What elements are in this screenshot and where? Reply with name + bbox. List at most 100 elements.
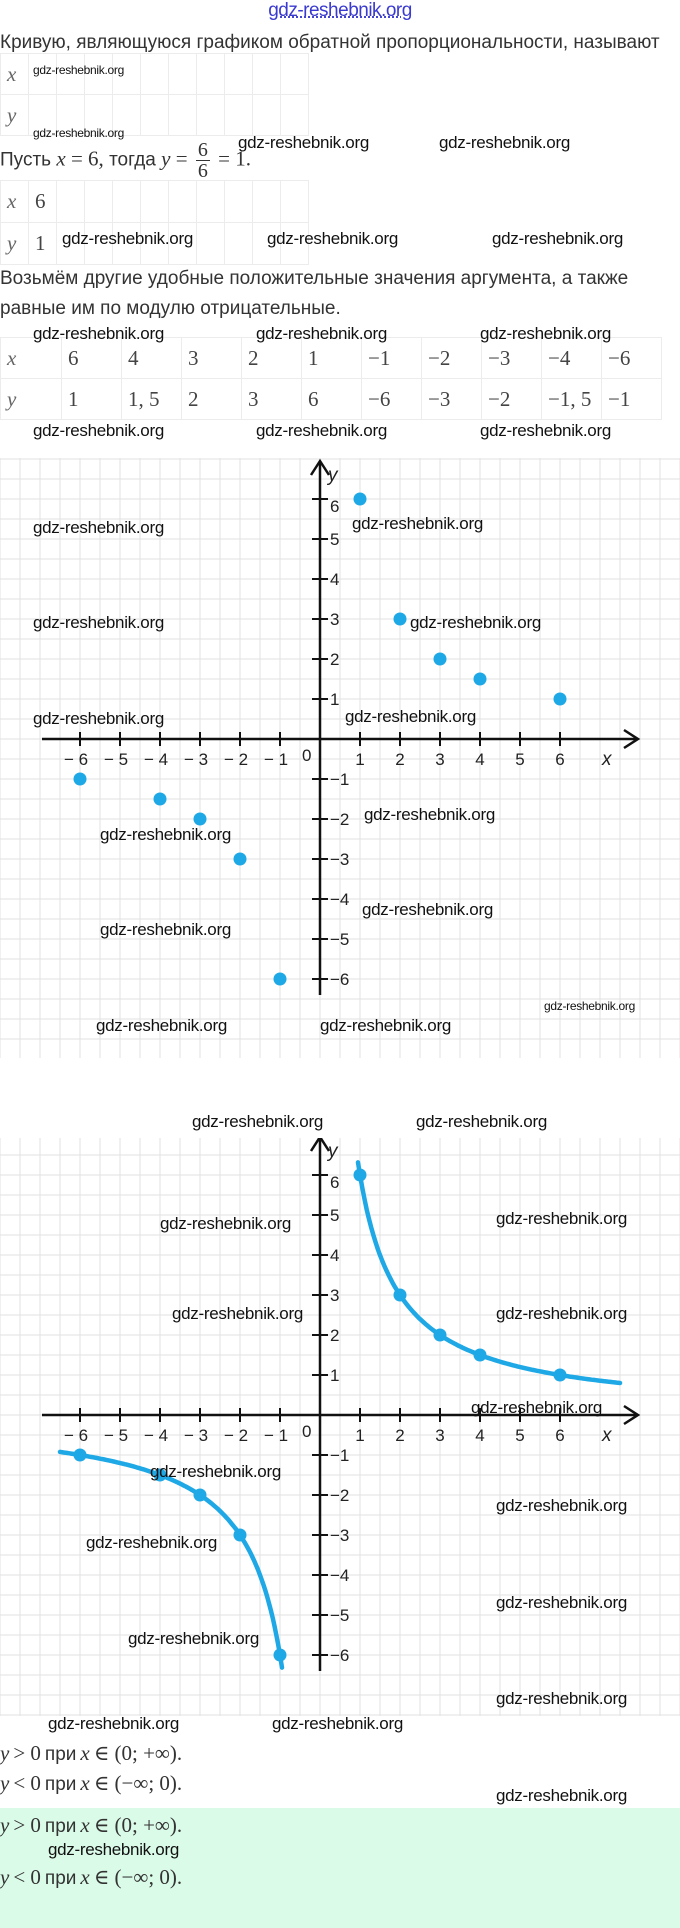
watermark: gdz-reshebnik.org: [160, 1214, 291, 1233]
conclusion-set: ∈ (−∞; 0).: [93, 1865, 183, 1889]
watermark: gdz-reshebnik.org: [33, 421, 164, 440]
watermark: gdz-reshebnik.org: [33, 709, 164, 728]
table-cell: [140, 53, 169, 95]
y-tick-label: 4: [330, 570, 339, 589]
table-cell: [168, 222, 197, 265]
watermark: gdz-reshebnik.org: [33, 324, 164, 343]
paragraph-line-2: равные им по модулю отрицательные.: [0, 298, 341, 319]
table-cell: [280, 94, 309, 136]
watermark: gdz-reshebnik.org: [267, 229, 398, 248]
watermark: gdz-reshebnik.org: [96, 1016, 227, 1035]
table-cell: 1: [301, 337, 362, 379]
origin-label: 0: [302, 746, 311, 765]
watermark: gdz-reshebnik.org: [33, 518, 164, 537]
table-cell: 2: [241, 337, 302, 379]
conclusion-var: y: [0, 1771, 10, 1795]
eq1: = 6,: [70, 146, 104, 171]
x-axis-arrow: [623, 728, 641, 750]
table-cell: [252, 94, 281, 136]
y-axis-arrow: [309, 458, 331, 476]
table-cell: −3: [421, 378, 482, 420]
y-tick-label: −2: [330, 1486, 349, 1505]
conclusion-word: при: [44, 1868, 77, 1889]
data-point: [273, 972, 287, 986]
y-tick-label: 3: [330, 1286, 339, 1305]
watermark: gdz-reshebnik.org: [33, 63, 124, 77]
x-tick-label: − 1: [264, 1426, 288, 1445]
y-axis-arrow: [309, 1138, 331, 1152]
table-cell: 1, 5: [121, 378, 182, 420]
table-cell: −3: [481, 337, 542, 379]
conclusion-var: y: [0, 1865, 10, 1889]
watermark: gdz-reshebnik.org: [364, 805, 495, 824]
watermark: gdz-reshebnik.org: [492, 229, 623, 248]
denominator: 6: [197, 160, 208, 182]
table-row-y: y: [0, 94, 309, 136]
table-cell: [28, 94, 57, 136]
conclusion-rel: < 0: [13, 1865, 41, 1889]
y-tick-label: 5: [330, 530, 339, 549]
x-tick-label: 1: [355, 1426, 364, 1445]
table-cell: 1: [28, 222, 57, 265]
table-cell: 6: [28, 180, 57, 223]
watermark: gdz-reshebnik.org: [256, 324, 387, 343]
example-then: тогда: [109, 149, 156, 171]
table-cell: −4: [541, 337, 602, 379]
data-point: [393, 612, 407, 626]
table-cell: [280, 53, 309, 95]
conclusion-set: ∈ (0; +∞).: [93, 1741, 183, 1765]
x-tick-label: 5: [515, 750, 524, 769]
conclusion-highlighted-0: y > 0 при x ∈ (0; +∞).: [0, 1814, 186, 1838]
watermark: gdz-reshebnik.org: [362, 900, 493, 919]
data-point: [433, 1328, 447, 1342]
y-tick-label: −3: [330, 1526, 349, 1545]
y-tick-label: 5: [330, 1206, 339, 1225]
table-cell: −2: [481, 378, 542, 420]
data-point: [193, 1488, 207, 1502]
y-axis-label: y: [326, 465, 339, 486]
table-cell: [252, 53, 281, 95]
data-point: [393, 1288, 407, 1302]
conclusion-var2: x: [80, 1813, 90, 1837]
y-tick-label: 6: [330, 1173, 339, 1192]
data-point: [473, 1348, 487, 1362]
x-axis-label: x: [601, 749, 613, 770]
conclusion-rel: > 0: [13, 1741, 41, 1765]
watermark: gdz-reshebnik.org: [496, 1304, 627, 1323]
x-tick-label: 6: [555, 1426, 564, 1445]
table-cell: [112, 222, 141, 265]
watermark: gdz-reshebnik.org: [86, 1533, 217, 1552]
y-axis-label: y: [326, 1141, 339, 1162]
x-tick-label: − 6: [64, 750, 88, 769]
data-point: [273, 1648, 287, 1662]
watermark: gdz-reshebnik.org: [33, 126, 124, 140]
y-tick-label: −6: [330, 970, 349, 989]
table-cell: [196, 94, 225, 136]
site-header-watermark[interactable]: gdz-reshebnik.org: [268, 0, 412, 21]
watermark: gdz-reshebnik.org: [496, 1593, 627, 1612]
row-label-y: y: [0, 94, 29, 136]
conclusion-plain-1: y < 0 при x ∈ (−∞; 0).: [0, 1772, 186, 1796]
watermark: gdz-reshebnik.org: [172, 1304, 303, 1323]
table-cell: −6: [361, 378, 422, 420]
watermark: gdz-reshebnik.org: [352, 514, 483, 533]
table-cell: [224, 94, 253, 136]
y-tick-label: −4: [330, 890, 349, 909]
table-cell: 3: [241, 378, 302, 420]
watermark: gdz-reshebnik.org: [439, 133, 570, 152]
watermark: gdz-reshebnik.org: [192, 1112, 323, 1131]
full-value-table: x 6 4 3 2 1 −1 −2 −3 −4 −6 y 1 1, 5 2 3 6 −6 −3 −2 −1, 5 −1: [0, 337, 662, 420]
table-cell: −1: [601, 378, 662, 420]
data-point: [193, 812, 207, 826]
data-point: [553, 692, 567, 706]
table-cell: [252, 180, 281, 223]
watermark: gdz-reshebnik.org: [496, 1786, 627, 1805]
x-tick-label: − 3: [184, 1426, 208, 1445]
conclusion-set: ∈ (−∞; 0).: [93, 1771, 183, 1795]
x-tick-label: 3: [435, 750, 444, 769]
table-cell: 3: [181, 337, 242, 379]
watermark: gdz-reshebnik.org: [471, 1398, 602, 1417]
